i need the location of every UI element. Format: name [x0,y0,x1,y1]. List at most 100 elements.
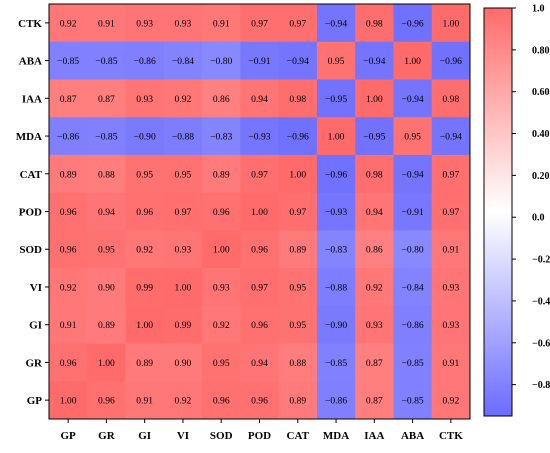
cell-value-label: 1.00 [251,207,268,218]
heatmap-cell [355,305,394,345]
cell-value-label: 0.95 [289,320,306,331]
heatmap-cell [125,192,165,231]
cell-value-label: 1.00 [98,358,115,369]
colorbar-tick-label: 1.0 [532,4,545,15]
cell-value-label: −0.85 [401,396,423,407]
heatmap-cell [355,192,394,231]
heatmap-cell [240,381,280,420]
cell-value-label: −0.85 [325,358,347,369]
cell-value-label: 1.00 [328,132,345,143]
y-axis: CTK ABA IAA MDA CAT POD SOD VI GI GR GP [16,18,49,407]
cell-value-label: −0.88 [172,132,194,143]
cell-value-label: 0.98 [366,169,383,180]
cell-value-label: 0.92 [175,396,192,407]
heatmap-cell [316,41,356,80]
cell-value-label: −0.95 [363,132,385,143]
x-tick-label: GI [138,430,151,442]
heatmap-cell [393,305,433,345]
cell-value-label: −0.90 [325,320,347,331]
heatmap-cell [49,343,88,382]
cell-value-label: 0.90 [175,358,192,369]
cell-value-label: 0.96 [60,207,77,218]
cell-value-label: 0.93 [213,282,230,293]
x-tick-label: VI [177,430,189,442]
heatmap-cell [87,343,127,382]
heatmap-cell [163,381,203,420]
heatmap-cell [355,79,394,118]
cell-value-label: 0.89 [289,396,306,407]
cell-value-label: 0.87 [98,94,115,105]
cell-value-label: −0.86 [57,132,79,143]
heatmap-value-labels: 0.92 0.91 0.93 0.93 0.91 0.97 0.97 −0.94 0.98 −0.… [57,18,462,406]
cell-value-label: 1.00 [136,320,153,331]
heatmap-cell [355,381,394,420]
y-tick-label: CTK [18,18,42,30]
cell-value-label: −0.83 [210,132,232,143]
heatmap-cell [393,41,433,80]
cell-value-label: 0.88 [98,169,115,180]
heatmap-cell [393,230,433,269]
cell-value-label: 0.91 [213,18,230,29]
heatmap-cell [240,268,280,307]
heatmap-cell [393,4,433,43]
heatmap-cell [316,117,356,156]
y-tick-label: POD [19,207,42,219]
heatmap-cell [202,230,241,269]
heatmap-cell [431,154,471,194]
heatmap-cell [393,192,433,231]
heatmap-cell [125,4,165,43]
heatmap-cell [163,343,203,382]
cell-value-label: 0.95 [328,56,345,67]
cell-value-label: 0.95 [404,132,421,143]
cell-value-label: 0.93 [136,94,153,105]
heatmap-cell [49,305,88,345]
x-axis: GP GR GI VI SOD POD CAT MDA IAA ABA CTK [60,419,463,442]
heatmap-cell [49,192,88,231]
cell-value-label: 0.90 [98,282,115,293]
cell-value-label: 0.87 [366,396,383,407]
cell-value-label: −0.93 [248,132,270,143]
heatmap-cell [202,4,241,43]
cell-value-label: −0.96 [287,132,309,143]
heatmap-cell [202,381,241,420]
cell-value-label: 0.86 [366,245,383,256]
heatmap-cell [316,79,356,118]
heatmap-cell [431,230,471,269]
heatmap-cell [87,117,127,156]
heatmap-cell [316,343,356,382]
cell-value-label: 0.91 [442,358,459,369]
cell-value-label: 0.93 [175,18,192,29]
cell-value-label: 0.92 [442,396,459,407]
colorbar-tick-label: −0.80 [532,380,550,391]
heatmap-cell [240,154,280,194]
heatmap-cell [87,41,127,80]
cell-value-label: 0.91 [98,18,115,29]
heatmap-cell [163,192,203,231]
heatmap-cell [202,343,241,382]
heatmap-cell [87,79,127,118]
heatmap-cell [316,268,356,307]
cell-value-label: −0.94 [287,56,309,67]
cell-value-label: −0.90 [134,132,156,143]
heatmap-cell [87,192,127,231]
cell-value-label: −0.96 [325,169,347,180]
heatmap-cell [163,79,203,118]
cell-value-label: 0.89 [136,358,153,369]
cell-value-label: 0.97 [251,282,268,293]
heatmap-cell [393,79,433,118]
heatmap-cell [240,79,280,118]
heatmap-cell [240,117,280,156]
cell-value-label: 0.97 [289,18,306,29]
heatmap-cell [355,154,394,194]
cell-value-label: 0.89 [213,169,230,180]
heatmap-cell [355,268,394,307]
heatmap-cell [431,192,471,231]
cell-value-label: 0.99 [175,320,192,331]
cell-value-label: 1.00 [60,396,77,407]
heatmap-cell [87,268,127,307]
cell-value-label: 0.93 [136,18,153,29]
cell-value-label: 0.96 [136,207,153,218]
cell-value-label: 0.92 [175,94,192,105]
cell-value-label: 0.88 [289,358,306,369]
